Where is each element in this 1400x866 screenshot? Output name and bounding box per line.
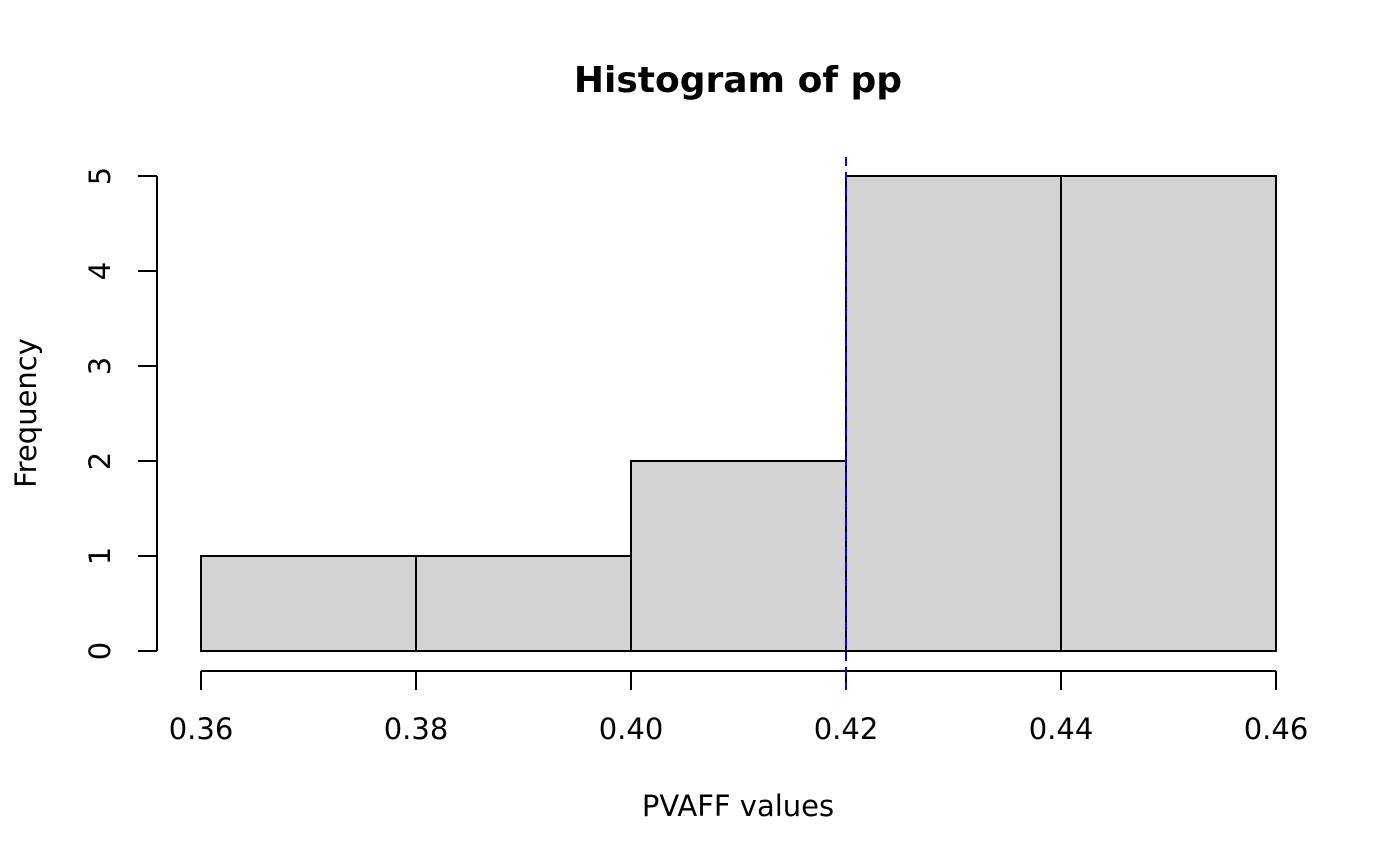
x-tick-label: 0.36 — [169, 712, 234, 746]
histogram-bar-4 — [845, 175, 1062, 652]
y-axis: 0 1 2 3 4 5 — [83, 167, 158, 660]
y-tick-label: 3 — [83, 357, 117, 375]
histogram-bar-2 — [415, 555, 632, 652]
x-tick-label: 0.42 — [814, 712, 879, 746]
bars-group — [200, 175, 1277, 652]
chart-title: Histogram of pp — [574, 60, 902, 101]
histogram-bar-5 — [1060, 175, 1277, 652]
y-tick-label: 2 — [83, 452, 117, 470]
x-tick-label: 0.40 — [599, 712, 664, 746]
y-tick-label: 4 — [83, 262, 117, 280]
x-axis-label: PVAFF values — [642, 789, 834, 823]
x-tick-label: 0.38 — [384, 712, 449, 746]
y-tick-label: 1 — [83, 547, 117, 565]
x-tick-label: 0.44 — [1029, 712, 1094, 746]
x-axis: 0.36 0.38 0.40 0.42 0.44 0.46 — [169, 670, 1309, 746]
histogram-bar-3 — [630, 460, 847, 652]
y-tick-label: 5 — [83, 167, 117, 185]
y-axis-label: Frequency — [9, 338, 43, 488]
y-tick-label: 0 — [83, 642, 117, 660]
x-tick-label: 0.46 — [1244, 712, 1309, 746]
histogram-bar-1 — [200, 555, 417, 652]
